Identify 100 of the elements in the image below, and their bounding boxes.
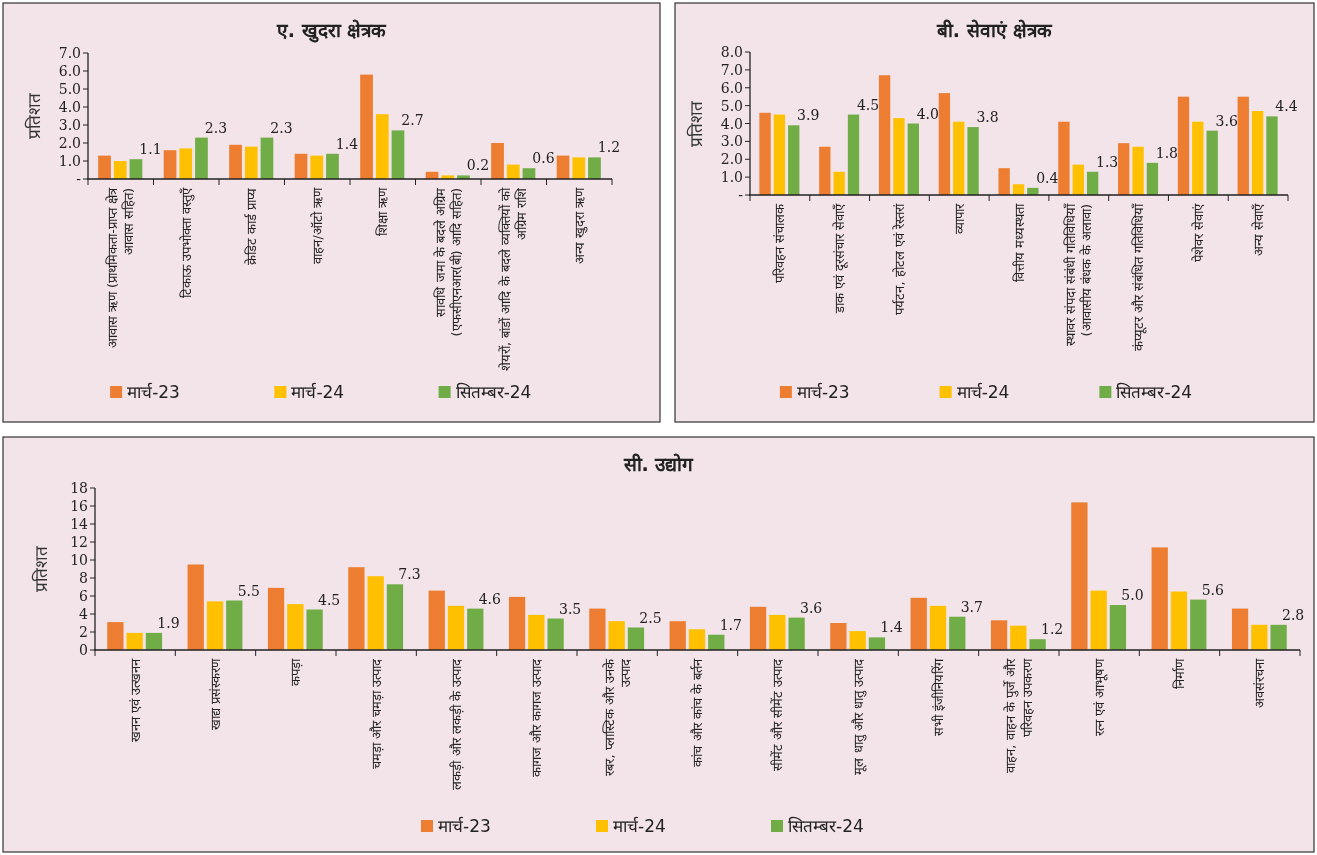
legend-label: मार्च-23 (438, 816, 491, 836)
x-tick-label: अन्य खुदरा ऋण (571, 187, 588, 265)
y-tick-label: 6.0 (720, 79, 743, 96)
legend-label: सितम्बर-24 (788, 816, 864, 836)
data-label: 5.0 (1121, 587, 1144, 603)
x-tick-label: खनन एवं उत्खनन (127, 658, 143, 743)
bar (491, 143, 504, 179)
bar (967, 127, 979, 195)
bar (749, 606, 767, 650)
data-label: 2.7 (401, 112, 424, 129)
bar (833, 171, 845, 195)
data-label: 1.2 (1040, 621, 1064, 638)
x-tick-label: लकड़ी और लकड़ी के उत्पाद (449, 658, 465, 790)
bar (306, 609, 323, 650)
data-label: 0.6 (532, 150, 555, 167)
data-label: 3.7 (960, 598, 983, 615)
y-tick-label: 2.0 (58, 135, 81, 151)
bar (849, 631, 866, 650)
bar (229, 144, 242, 179)
bar (949, 616, 966, 650)
data-label: 3.9 (797, 107, 820, 124)
data-label: 0.4 (1036, 169, 1059, 186)
data-label: 4.5 (317, 591, 341, 608)
chart-title: बी. सेवाएं क्षेत्रक (935, 19, 1054, 41)
bar (187, 564, 204, 650)
data-label: 1.4 (335, 135, 359, 152)
bar (226, 600, 243, 650)
data-label: 3.8 (976, 109, 999, 126)
data-label: 1.2 (597, 139, 621, 156)
y-tick-label: 2 (79, 624, 88, 640)
x-tick-label: खाद्य प्रसंस्करण (208, 658, 224, 731)
bar (608, 621, 625, 650)
legend-label: मार्च-24 (613, 816, 666, 836)
bar (788, 125, 800, 195)
bar (589, 608, 606, 650)
bar (1206, 130, 1218, 195)
bar (145, 632, 163, 650)
bar (1192, 121, 1204, 195)
bar (107, 622, 124, 650)
bar (129, 159, 143, 179)
bar (1058, 121, 1070, 195)
y-tick-label: 1.0 (720, 169, 743, 186)
bar (953, 121, 965, 195)
data-label: 7.3 (398, 566, 421, 583)
y-tick-label: 2.0 (720, 151, 743, 168)
x-tick-label: परिवहन संचालक (772, 203, 788, 284)
bar (1190, 599, 1207, 650)
x-tick-label: कांच और कांच के बर्तन (690, 658, 706, 767)
y-axis-title: प्रतिशत (686, 100, 706, 147)
bar (1118, 143, 1130, 195)
legend-label: मार्च-23 (127, 382, 180, 402)
y-tick-label: 3.0 (720, 133, 743, 150)
bar (938, 93, 951, 195)
x-tick-label: अन्य सेवाएँ (1250, 203, 1266, 257)
x-tick-label: शेयरों, बांडों आदि के बदले व्यक्तियों को अग्रिम राशि (498, 187, 530, 371)
y-tick-label: 8.0 (720, 44, 743, 60)
legend-label: मार्च-24 (956, 382, 1010, 402)
y-axis-title: प्रतिशत (24, 93, 44, 139)
bar (375, 114, 389, 179)
bar (391, 130, 405, 179)
bar (990, 620, 1008, 650)
legend-label: सितम्बर-24 (1116, 382, 1193, 402)
x-tick-label: रबर, प्लास्टिक और उनके उत्पाद (601, 658, 633, 776)
y-tick-label: 0 (79, 642, 88, 658)
data-label: 1.8 (1155, 144, 1179, 161)
bar (1266, 116, 1278, 195)
x-tick-label: पेशेवर सेवाएं (1190, 203, 1206, 263)
x-tick-label: व्यापार (951, 203, 967, 234)
data-label: 2.3 (270, 119, 293, 136)
bar (467, 608, 484, 650)
bar (506, 164, 520, 179)
data-label: 2.3 (204, 119, 228, 136)
bar (386, 584, 404, 650)
x-tick-label: कपड़ा (288, 658, 304, 686)
x-tick-label: स्थावर संपदा संबंधी गतिविधियाँ (आवासीय बंधक के अलावा) (1063, 203, 1095, 347)
data-label: 1.3 (1095, 153, 1119, 170)
bar (1029, 639, 1046, 650)
bar (572, 157, 586, 179)
x-tick-label: टिकाऊ उपभोक्ता वस्तुएँ (178, 187, 195, 299)
bar (929, 605, 947, 650)
bar (627, 627, 645, 650)
bar (163, 150, 177, 179)
bar (1251, 624, 1268, 650)
bar (508, 596, 526, 650)
y-tick-label: 16 (70, 498, 89, 514)
bar (126, 632, 143, 650)
bar (868, 637, 886, 650)
y-tick-label: 7.0 (58, 45, 81, 61)
data-label: 1.1 (139, 141, 162, 158)
data-label: 5.5 (237, 582, 260, 599)
x-tick-label: रत्न एवं आभूषण (1091, 658, 1108, 737)
bar (878, 75, 891, 195)
bar (759, 112, 771, 195)
bar (907, 123, 919, 195)
data-label: 1.4 (880, 619, 903, 636)
x-tick-label: मूल धातु और धातु उत्पाद (850, 658, 867, 775)
bar (1072, 164, 1084, 195)
chart-title: सी. उद्योग (622, 453, 695, 475)
y-axis-title: प्रतिशत (31, 546, 51, 592)
y-tick-label: 14 (70, 516, 89, 532)
